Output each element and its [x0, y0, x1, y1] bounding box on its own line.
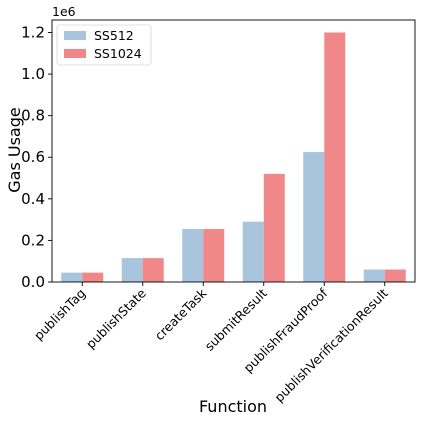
legend-label-ss512: SS512 [94, 28, 134, 43]
bar-ss512-createtask [182, 228, 204, 282]
y-tick-label: 0.8 [21, 107, 45, 125]
y-axis-label: Gas Usage [5, 107, 24, 192]
bar-ss1024-publishfraudproof [324, 32, 346, 282]
y-tick-label: 0.0 [21, 273, 45, 291]
y-tick-label: 0.4 [21, 190, 45, 208]
x-tick-label: submitResult [202, 285, 270, 353]
y-tick-label: 1.2 [21, 23, 45, 41]
y-tick-label: 0.2 [21, 231, 45, 249]
bar-ss1024-publishstate [142, 258, 164, 282]
bar-ss512-publishfraudproof [303, 152, 325, 282]
y-offset-label: 1e6 [52, 4, 76, 19]
x-tick-label: createTask [152, 285, 210, 343]
bar-ss1024-createtask [203, 228, 225, 282]
bar-ss1024-publishverificationresult [384, 269, 406, 282]
x-tick-label: publishTag [31, 286, 89, 344]
bar-ss1024-publishtag [82, 272, 104, 282]
legend-swatch-ss512 [64, 31, 86, 40]
bar-ss512-publishtag [61, 272, 83, 282]
x-tick-label: publishState [83, 285, 149, 351]
plot-area: 0.0 0.2 0.4 0.6 0.8 1.0 1.2 publishTagpublishSt… [21, 19, 416, 405]
x-tick-label: publishVerificationResult [271, 285, 391, 405]
legend-swatch-ss1024 [64, 49, 86, 58]
bar-ss1024-submitresult [263, 173, 285, 282]
bar-ss512-publishstate [121, 258, 143, 282]
axes-frame [51, 19, 416, 283]
legend: SS512 SS1024 [56, 24, 152, 66]
y-tick-label: 1.0 [21, 65, 45, 83]
bar-ss512-publishverificationresult [363, 269, 385, 282]
bar-ss512-submitresult [242, 221, 264, 282]
x-axis-label: Function [199, 397, 267, 416]
y-tick-label: 0.6 [21, 148, 45, 166]
legend-label-ss1024: SS1024 [94, 46, 142, 61]
